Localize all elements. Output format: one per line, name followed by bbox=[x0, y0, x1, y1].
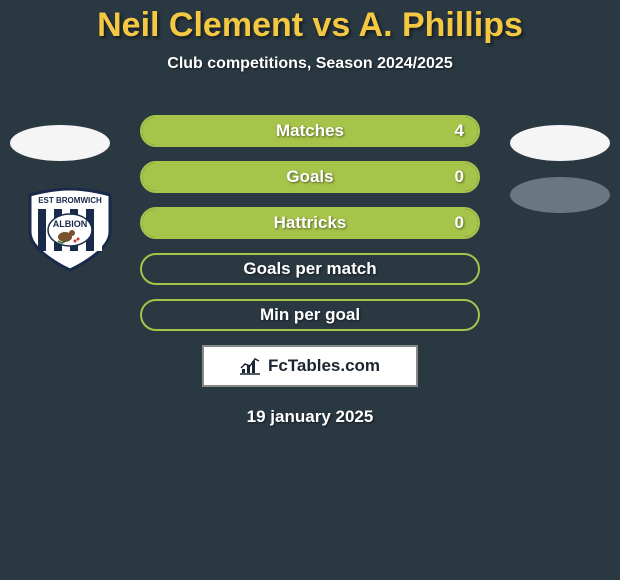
bar-label: Matches bbox=[276, 121, 344, 141]
svg-text:ALBION: ALBION bbox=[53, 219, 88, 229]
bar-value: 0 bbox=[455, 167, 464, 187]
player-left-badge bbox=[10, 125, 110, 161]
bar-label: Hattricks bbox=[274, 213, 347, 233]
bar-label: Goals per match bbox=[243, 259, 376, 279]
player-right-badge bbox=[510, 125, 610, 161]
stat-bars: Matches 4 Goals 0 Hattricks 0 Goals per … bbox=[140, 115, 480, 331]
player-right-badge-2 bbox=[510, 177, 610, 213]
stats-area: EST BROMWICH ALBION Matches 4 Goals 0 bbox=[0, 115, 620, 427]
bar-label: Min per goal bbox=[260, 305, 360, 325]
club-badge-icon: EST BROMWICH ALBION bbox=[20, 187, 120, 272]
brand-box: FcTables.com bbox=[202, 345, 418, 387]
bar-value: 4 bbox=[455, 121, 464, 141]
stat-bar: Min per goal bbox=[140, 299, 480, 331]
stat-bar: Matches 4 bbox=[140, 115, 480, 147]
comparison-subtitle: Club competitions, Season 2024/2025 bbox=[0, 55, 620, 73]
stat-bar: Goals per match bbox=[140, 253, 480, 285]
brand-chart-icon bbox=[240, 357, 262, 375]
comparison-title: Neil Clement vs A. Phillips bbox=[0, 0, 620, 45]
stat-bar: Hattricks 0 bbox=[140, 207, 480, 239]
brand-text: FcTables.com bbox=[268, 356, 380, 376]
bar-value: 0 bbox=[455, 213, 464, 233]
stat-bar: Goals 0 bbox=[140, 161, 480, 193]
svg-text:EST BROMWICH: EST BROMWICH bbox=[38, 196, 102, 205]
snapshot-date: 19 january 2025 bbox=[0, 407, 620, 427]
bar-label: Goals bbox=[286, 167, 333, 187]
